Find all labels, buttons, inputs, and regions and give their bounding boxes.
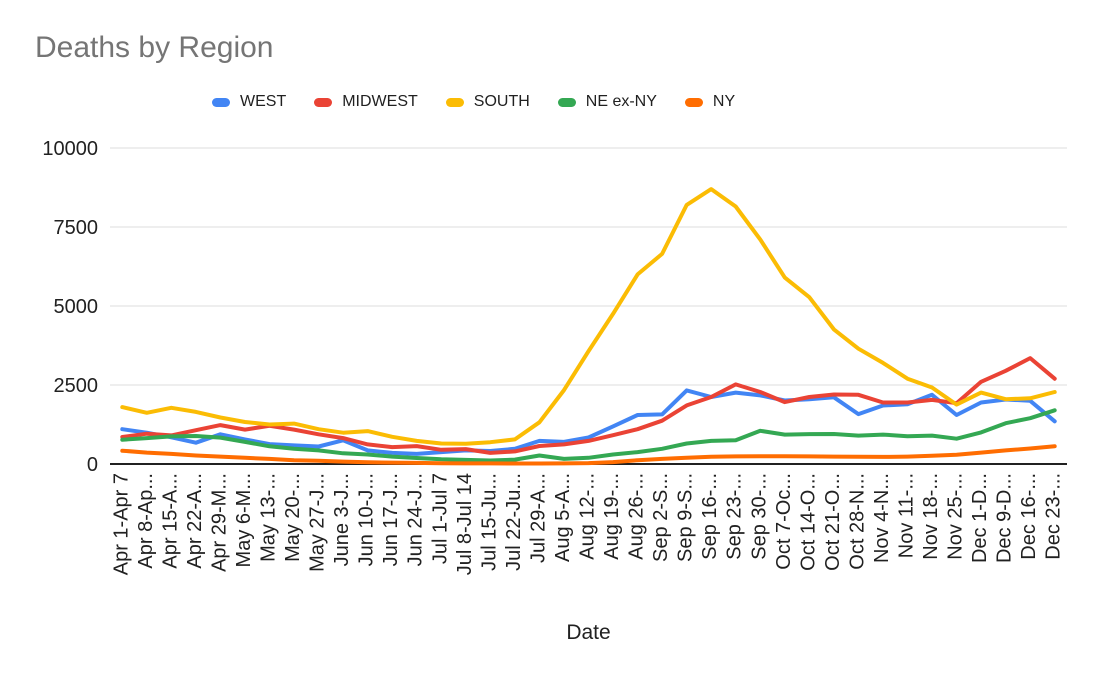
y-tick-label-5000: 5000: [54, 296, 99, 318]
legend-swatch-midwest: [314, 97, 333, 107]
x-tick-label-2: Apr 15-A...: [159, 473, 181, 569]
x-tick-label-4: Apr 29-M...: [208, 473, 230, 572]
x-tick-label-33: Nov 18-...: [920, 473, 942, 560]
legend-item-south: SOUTH: [445, 93, 530, 111]
legend-label-west: WEST: [240, 93, 287, 110]
x-tick-label-10: Jun 10-J...: [356, 473, 378, 566]
x-tick-label-13: Jul 1-Jul 7: [429, 473, 451, 564]
x-tick-label-36: Dec 9-D...: [994, 473, 1016, 563]
legend-item-west: WEST: [212, 93, 286, 111]
x-tick-label-21: Aug 26-...: [626, 473, 648, 560]
legend-item-ne-ex-ny: NE ex-NY: [557, 93, 657, 111]
series-line-west: [120, 388, 1057, 456]
x-tick-label-37: Dec 16-...: [1018, 473, 1040, 560]
x-tick-label-34: Nov 25-...: [945, 473, 967, 560]
x-tick-label-5: May 6-M...: [233, 473, 255, 567]
x-tick-label-27: Oct 7-Oc...: [773, 473, 795, 570]
legend-label-ne-ex-ny: NE ex-NY: [585, 93, 657, 110]
x-axis-title: Date: [566, 621, 611, 644]
x-tick-label-6: May 13-...: [258, 473, 280, 562]
x-tick-label-30: Oct 28-N...: [846, 473, 868, 570]
legend-swatch-ne-ex-ny: [557, 97, 576, 107]
x-tick-label-14: Jul 8-Jul 14: [454, 473, 476, 575]
x-tick-label-12: Jun 24-J...: [405, 473, 427, 566]
x-tick-label-9: June 3-J...: [331, 473, 353, 566]
x-tick-label-0: Apr 1-Apr 7: [110, 473, 132, 575]
x-tick-label-15: Jul 15-Ju...: [478, 473, 500, 571]
legend-swatch-ny: [684, 97, 703, 107]
y-tick-label-10000: 10000: [42, 138, 98, 160]
x-tick-label-24: Sep 16-...: [699, 473, 721, 560]
x-tick-label-8: May 27-J...: [307, 473, 329, 572]
legend-swatch-west: [212, 97, 230, 107]
x-tick-label-23: Sep 9-S...: [675, 473, 697, 562]
x-tick-label-35: Dec 1-D...: [969, 473, 991, 563]
y-tick-label-2500: 2500: [54, 375, 99, 397]
x-tick-label-20: Aug 19-...: [601, 473, 623, 560]
series-line-ny: [120, 444, 1057, 466]
x-tick-label-7: May 20-...: [282, 473, 304, 562]
legend: WEST MIDWEST SOUTH NE ex-NY NY: [212, 93, 735, 111]
x-tick-label-19: Aug 12-...: [577, 473, 599, 560]
x-tick-label-29: Oct 21-O...: [822, 473, 844, 571]
x-tick-label-25: Sep 23-...: [724, 473, 746, 560]
legend-label-ny: NY: [712, 93, 736, 110]
legend-label-midwest: MIDWEST: [342, 93, 418, 110]
x-tick-label-38: Dec 23-...: [1043, 473, 1065, 560]
legend-swatch-south: [445, 97, 464, 107]
x-tick-label-11: Jun 17-J...: [380, 473, 402, 566]
x-tick-label-28: Oct 14-O...: [797, 473, 819, 571]
x-tick-label-26: Sep 30-...: [748, 473, 770, 560]
x-tick-label-16: Jul 22-Ju...: [503, 473, 525, 571]
y-tick-label-7500: 7500: [54, 217, 99, 239]
x-tick-label-17: Jul 29-A...: [527, 473, 549, 563]
x-tick-label-31: Nov 4-N...: [871, 473, 893, 563]
x-tick-label-22: Sep 2-S...: [650, 473, 672, 562]
x-tick-label-3: Apr 22-A...: [184, 473, 206, 569]
series-line-midwest: [120, 356, 1057, 455]
series-line-south: [120, 187, 1057, 446]
legend-label-south: SOUTH: [473, 93, 530, 110]
legend-item-ny: NY: [684, 93, 736, 111]
x-tick-label-32: Nov 11-...: [896, 473, 918, 558]
chart-title: Deaths by Region: [35, 31, 274, 64]
legend-item-midwest: MIDWEST: [314, 93, 418, 111]
x-tick-label-1: Apr 8-Ap...: [135, 473, 157, 569]
y-tick-label-0: 0: [87, 454, 98, 476]
series-line-ne-ex-ny: [120, 408, 1057, 463]
x-tick-label-18: Aug 5-A...: [552, 473, 574, 562]
